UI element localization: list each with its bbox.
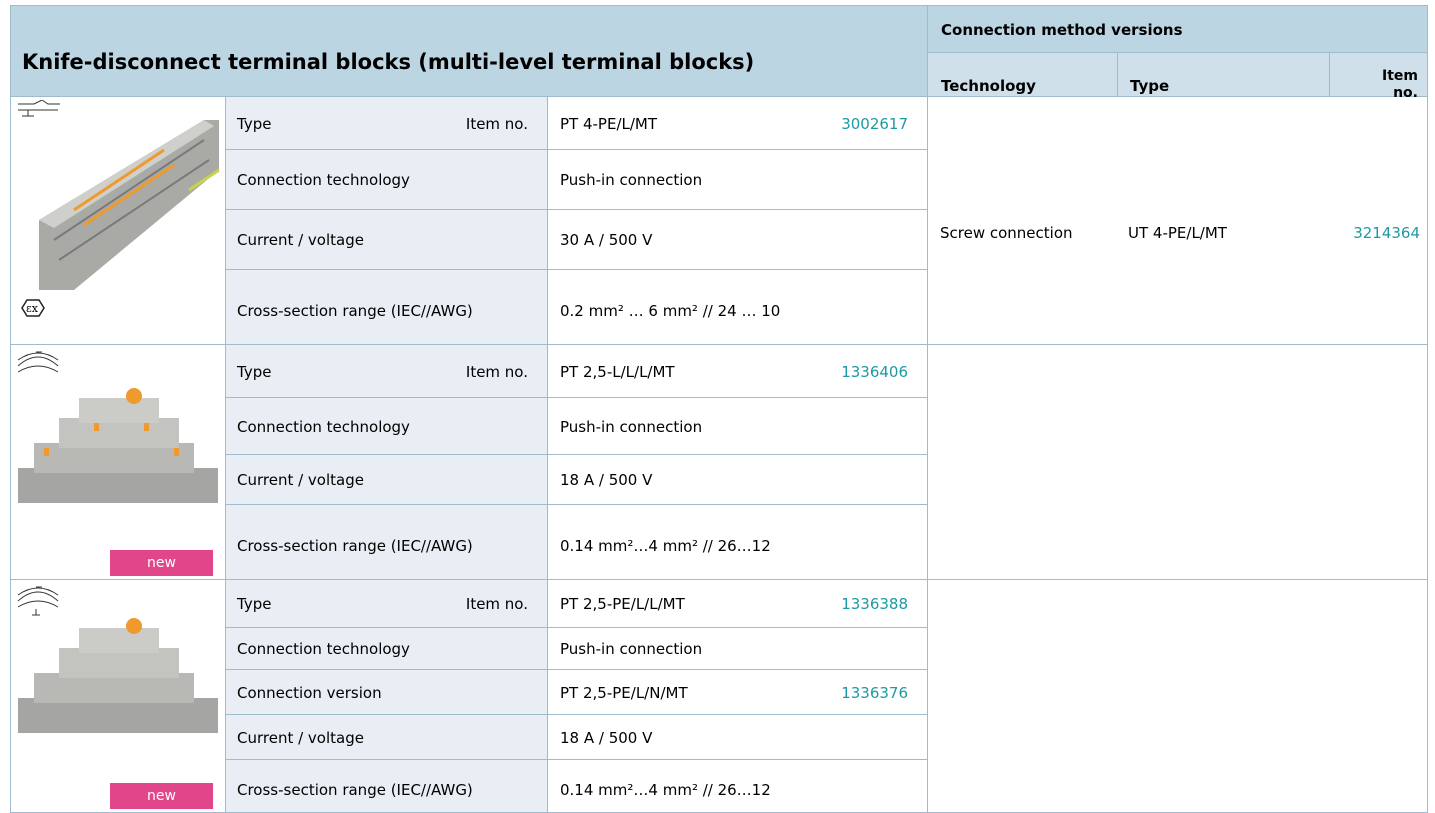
versions-cell — [928, 97, 1428, 345]
column-header-cell — [928, 53, 1118, 97]
header-group: Connection method versions — [941, 21, 1183, 39]
version-type: UT 4-PE/L/MT — [1128, 224, 1227, 242]
row-label: Connection technology — [237, 640, 410, 658]
label-cell — [226, 715, 548, 760]
row-value: Push-in connection — [560, 171, 703, 189]
label-cell — [226, 628, 548, 670]
row-label: Connection technology — [237, 417, 410, 436]
column-header: Type — [1130, 77, 1170, 95]
label-cell — [226, 345, 548, 398]
row-value: 18 A / 500 V — [560, 471, 653, 489]
item-number: 3002617 — [841, 114, 908, 133]
value-cell — [548, 345, 928, 398]
versions-cell — [928, 345, 1428, 580]
row-label: Cross-section range (IEC//AWG) — [237, 301, 473, 320]
row-label: Cross-section range (IEC//AWG) — [237, 780, 473, 799]
row-value: PT 2,5-PE/L/L/MT — [560, 595, 685, 613]
value-cell — [548, 715, 928, 760]
column-header: Technology — [941, 77, 1036, 95]
item-no-label: Item no. — [465, 362, 528, 381]
value-cell — [548, 670, 928, 715]
row-value: PT 2,5-PE/L/N/MT — [560, 683, 688, 702]
row-value: Push-in connection — [560, 417, 703, 436]
row-value: PT 4-PE/L/MT — [560, 114, 658, 133]
value-cell — [548, 580, 928, 628]
row-value: 0.14 mm²…4 mm² // 26…12 — [560, 780, 771, 799]
label-cell — [226, 97, 548, 150]
image-cell — [10, 97, 226, 345]
item-no-label: Item no. — [465, 595, 528, 613]
versions-cell — [928, 580, 1428, 813]
label-cell — [226, 270, 548, 345]
image-cell — [10, 345, 226, 580]
label-cell — [226, 670, 548, 715]
version-technology: Screw connection — [940, 224, 1073, 242]
value-cell — [548, 628, 928, 670]
row-label: Type — [237, 114, 272, 133]
label-cell — [226, 150, 548, 210]
item-number: 1336388 — [841, 595, 908, 613]
row-label: Connection version — [237, 683, 382, 702]
row-label: Cross-section range (IEC//AWG) — [237, 536, 473, 555]
row-label: Current / voltage — [237, 471, 364, 489]
label-cell — [226, 398, 548, 455]
row-value: Push-in connection — [560, 640, 703, 658]
row-label: Type — [237, 362, 272, 381]
value-cell — [548, 398, 928, 455]
row-label: Connection technology — [237, 171, 410, 189]
label-cell — [226, 505, 548, 580]
header-title: Knife-disconnect terminal blocks (multi-… — [22, 50, 755, 74]
value-cell — [548, 210, 928, 270]
column-header-cell — [1330, 53, 1428, 97]
value-cell — [548, 97, 928, 150]
row-value: PT 2,5-L/L/L/MT — [560, 362, 675, 381]
product-image — [17, 351, 218, 503]
item-number: 1336406 — [841, 362, 908, 381]
row-value: 30 A / 500 V — [560, 231, 653, 249]
value-cell — [548, 150, 928, 210]
row-value: 0.14 mm²…4 mm² // 26…12 — [560, 536, 771, 555]
value-cell — [548, 270, 928, 345]
label-cell — [226, 455, 548, 505]
new-badge: new — [110, 550, 213, 576]
row-label: Current / voltage — [237, 231, 364, 249]
new-badge: new — [110, 783, 213, 809]
item-no-label: Item no. — [465, 114, 528, 133]
value-cell — [548, 455, 928, 505]
row-value: 18 A / 500 V — [560, 728, 653, 747]
label-cell — [226, 580, 548, 628]
header-group-cell — [928, 5, 1428, 53]
column-header-cell — [1118, 53, 1330, 97]
row-label: Current / voltage — [237, 728, 364, 747]
image-cell — [10, 580, 226, 813]
row-label: Type — [237, 595, 272, 613]
product-image — [17, 586, 218, 733]
svg-text:εx: εx — [26, 302, 39, 315]
item-number: 1336376 — [841, 683, 908, 702]
value-cell — [548, 505, 928, 580]
label-cell — [226, 210, 548, 270]
product-image: εx — [18, 100, 220, 317]
version-item: 3214364 — [1353, 224, 1420, 242]
row-value: 0.2 mm² … 6 mm² // 24 … 10 — [560, 301, 781, 320]
header-title-cell — [10, 5, 928, 97]
